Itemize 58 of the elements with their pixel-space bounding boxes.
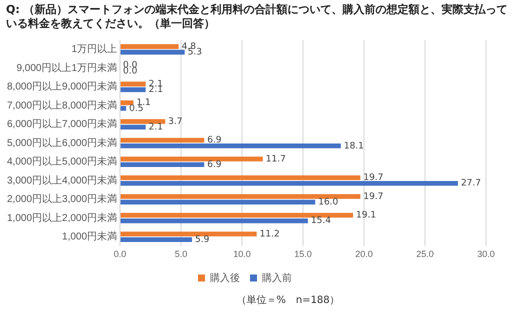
bar: [120, 194, 360, 199]
y-tick-label: 1万円以上: [71, 43, 118, 56]
bar: [120, 87, 146, 92]
y-tick-label: 6,000円以上7,000円未満: [6, 118, 118, 130]
y-tick-label: 4,000円以上5,000円未満: [6, 156, 118, 168]
y-tick-label: 1,000円未満: [62, 230, 118, 243]
bar: [120, 138, 204, 143]
data-label: 5.3: [188, 48, 202, 58]
y-tick-label: 3,000円以上4,000円未満: [6, 174, 118, 186]
bar: [120, 200, 316, 205]
bar: [120, 212, 354, 218]
data-label: 2.1: [148, 122, 163, 133]
bar: [120, 44, 179, 49]
bar: [120, 218, 308, 224]
legend-label: 購入前: [262, 272, 292, 284]
data-label: 11.7: [266, 154, 286, 164]
bar: [120, 156, 263, 162]
data-label: 11.2: [260, 229, 280, 240]
bar: [120, 144, 341, 148]
data-label: 19.7: [363, 173, 384, 184]
bar: [120, 232, 257, 236]
x-tick-label: 5.0: [174, 249, 188, 260]
chart-title: Q: （新品）スマートフォンの端末代金と利用料の合計額について、購入前の想定額と、実際支払っている料金を教えてください。（単一回答）: [5, 2, 509, 31]
bar: [120, 124, 146, 130]
y-tick-label: 8,000円以上9,000円未満: [6, 80, 118, 93]
x-tick-label: 20.0: [355, 249, 373, 260]
bar: [120, 82, 146, 86]
x-tick-label: 15.0: [294, 249, 312, 260]
bar: [120, 50, 185, 55]
bar: [120, 175, 360, 180]
bar: [120, 100, 134, 106]
data-label: 0.0: [123, 66, 138, 76]
data-label: 6.9: [207, 136, 222, 146]
data-label: 5.9: [195, 234, 210, 245]
bar: [120, 106, 126, 111]
legend-label: 購入後: [210, 272, 240, 284]
y-tick-label: 2,000円以上3,000円未満: [6, 193, 118, 206]
data-label: 19.7: [363, 192, 384, 202]
y-tick-label: 5,000円以上6,000円未満: [6, 136, 118, 149]
bar: [120, 181, 458, 186]
data-label: 6.9: [207, 160, 222, 170]
y-tick-label: 1,000円以上2,000円未満: [6, 212, 118, 224]
data-label: 18.1: [344, 141, 364, 152]
x-tick-label: 10.0: [233, 249, 251, 260]
x-tick-label: 0.0: [114, 249, 126, 260]
y-tick-label: 7,000円以上8,000円未満: [6, 99, 118, 112]
data-label: 19.1: [356, 210, 376, 221]
data-label: 16.0: [318, 197, 339, 208]
data-label: 15.4: [310, 216, 332, 226]
x-tick-label: 25.0: [416, 249, 434, 260]
x-tick-label: 30.0: [477, 249, 495, 260]
bar: [120, 119, 166, 124]
data-label: 3.7: [168, 116, 183, 127]
text: （単位＝% n=188）: [235, 294, 341, 307]
bar: [120, 162, 204, 168]
bar: [120, 237, 192, 242]
y-tick-label: 9,000円以上1万円未満: [16, 62, 118, 74]
data-label: 27.7: [460, 178, 481, 189]
